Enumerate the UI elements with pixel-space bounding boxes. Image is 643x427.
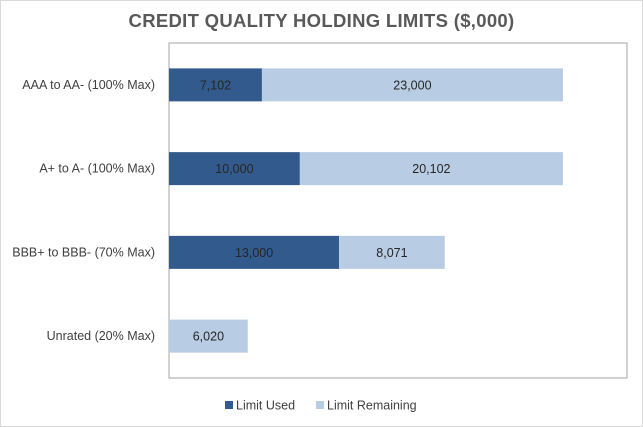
category-label: AAA to AA- (100% Max) [22, 78, 155, 92]
data-label: 20,102 [412, 162, 450, 176]
category-label: Unrated (20% Max) [47, 329, 155, 343]
bar-limit-used [169, 235, 340, 269]
legend-swatch-limit-remaining [316, 401, 324, 409]
data-label: 7,102 [200, 78, 231, 92]
data-label: 8,071 [376, 246, 407, 260]
data-label: 23,000 [393, 78, 431, 92]
data-label: 10,000 [215, 162, 253, 176]
category-label: BBB+ to BBB- (70% Max) [12, 245, 155, 259]
chart-title: CREDIT QUALITY HOLDING LIMITS ($,000) [128, 10, 515, 31]
legend-swatch-limit-used [225, 401, 233, 409]
bar-limit-used [169, 152, 300, 186]
data-label: 6,020 [193, 330, 224, 344]
bar-limit-remaining [261, 68, 563, 102]
legend-label: Limit Remaining [327, 399, 417, 413]
bar-limit-used [169, 68, 262, 102]
data-label: 13,000 [235, 246, 273, 260]
bar-limit-remaining [169, 319, 248, 353]
bar-limit-remaining [339, 235, 445, 269]
bar-limit-remaining [299, 152, 563, 186]
plot-area [168, 42, 628, 379]
legend-label: Limit Used [236, 399, 295, 413]
category-label: A+ to A- (100% Max) [39, 162, 155, 176]
